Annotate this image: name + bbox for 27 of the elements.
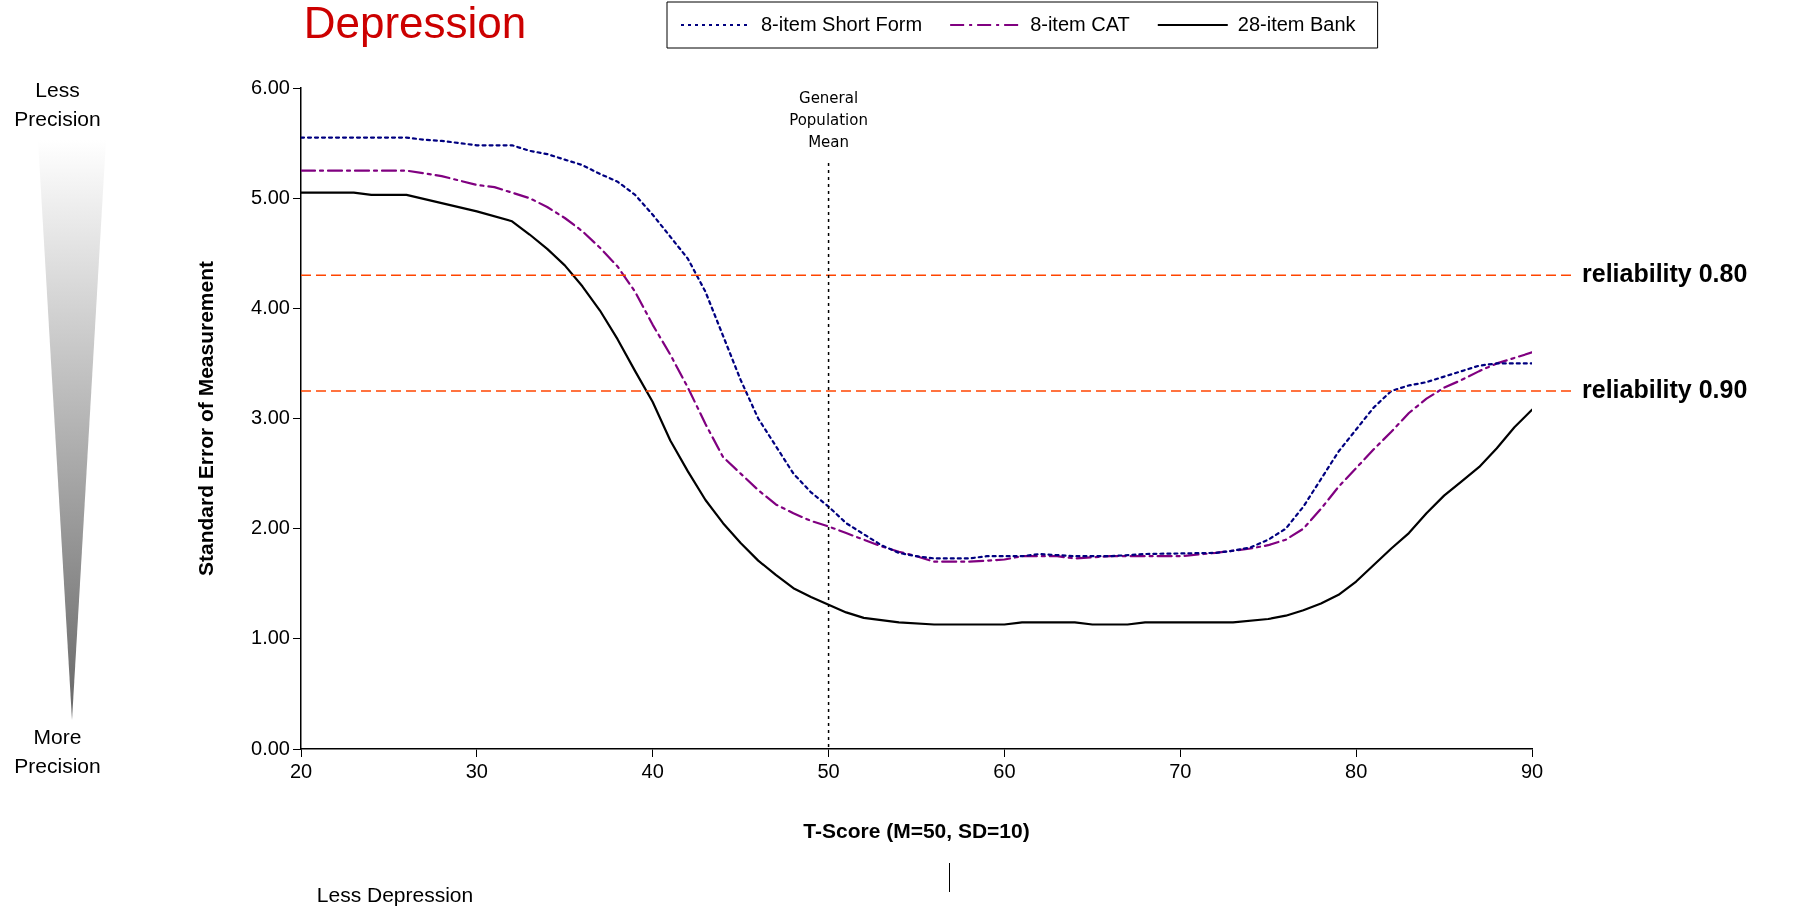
x-tick-label: 80 [1345, 759, 1368, 782]
y-tick-label: 2.00 [251, 516, 290, 539]
x-tick-label: 50 [817, 759, 840, 782]
x-tick-label: 60 [993, 759, 1016, 782]
y-axis-title: Standard Error of Measurement [194, 260, 218, 577]
x-tick-label: 40 [641, 759, 664, 782]
y-tick-label: 5.00 [251, 185, 290, 208]
legend-label: 8-item CAT [1030, 12, 1130, 35]
y-tick-label: 6.00 [251, 75, 290, 98]
y-tick-label: 4.00 [251, 295, 290, 318]
ref-line-label: reliability 0.80 [1582, 259, 1748, 288]
chart-title: Depression [303, 0, 527, 48]
x-axis-title: T-Score (M=50, SD=10) [803, 819, 1030, 843]
y-tick-label: 3.00 [251, 406, 290, 429]
legend-label: 28-item Bank [1237, 12, 1357, 35]
x-tick-label: 70 [1169, 759, 1192, 782]
y-tick-label: 1.00 [251, 626, 290, 649]
text: More Precision [13, 724, 102, 779]
text: Less Precision [13, 77, 102, 132]
x-tick-label: 90 [1520, 759, 1544, 782]
ref-line-label: reliability 0.90 [1582, 374, 1748, 403]
legend-label: 8-item Short Form [761, 12, 923, 35]
text: Less Depression [315, 882, 475, 908]
y-tick-label: 0.00 [251, 736, 290, 759]
x-tick-label: 20 [289, 759, 313, 782]
x-tick-label: 30 [465, 759, 488, 782]
ref-line-label: General Population Mean [789, 89, 868, 152]
